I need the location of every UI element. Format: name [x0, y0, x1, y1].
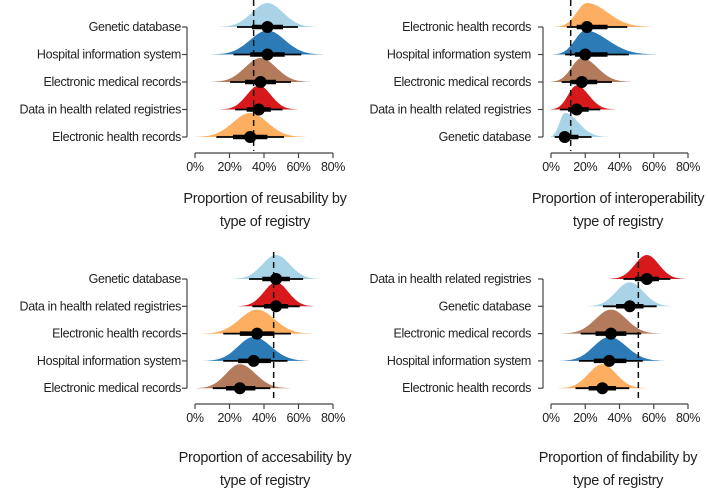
category-label: Electronic medical records	[394, 327, 532, 341]
x-tick-label: 20%	[573, 160, 597, 174]
density-4	[203, 336, 309, 361]
x-tick-label: 40%	[607, 160, 631, 174]
x-tick-label: 0%	[542, 160, 560, 174]
density-1	[608, 255, 686, 279]
panel-1: Genetic database Hospital information sys…	[20, 0, 348, 230]
category-label: Data in health related registries	[20, 299, 182, 313]
x-tick-label: 60%	[286, 411, 310, 425]
x-tick-label: 80%	[321, 160, 345, 174]
density-2	[212, 30, 323, 55]
point-estimate	[570, 103, 583, 116]
x-tick-label: 0%	[542, 411, 560, 425]
point-estimate	[261, 21, 274, 33]
point-estimate	[558, 131, 571, 143]
x-tick-label: 20%	[217, 160, 241, 174]
panel-3: Genetic database Data in health related r…	[20, 252, 353, 489]
category-label: Electronic health records	[402, 381, 531, 395]
x-tick-label: 40%	[252, 160, 276, 174]
category-label: Electronic medical records	[44, 75, 182, 89]
panel-title: Proportion of interoperability	[532, 191, 705, 207]
category-label: Hospital information system	[37, 354, 181, 368]
point-estimate	[254, 76, 267, 88]
point-estimate	[270, 300, 283, 313]
category-label: Genetic database	[439, 130, 532, 144]
point-estimate	[580, 21, 593, 33]
point-estimate	[596, 382, 609, 395]
density-2	[237, 282, 315, 307]
panel-title: Proportion of reusability by	[183, 191, 347, 207]
point-estimate	[603, 354, 616, 367]
category-label: Data in health related registries	[370, 103, 532, 117]
x-tick-label: 80%	[321, 411, 345, 425]
category-label: Genetic database	[89, 272, 182, 286]
density-1	[217, 3, 318, 27]
category-label: Electronic medical records	[44, 381, 182, 395]
point-estimate	[251, 327, 264, 340]
category-label: Electronic health records	[52, 130, 181, 144]
density-5	[195, 364, 290, 389]
x-tick-label: 0%	[186, 160, 204, 174]
x-tick-label: 60%	[642, 160, 666, 174]
x-tick-label: 80%	[676, 411, 700, 425]
x-tick-label: 40%	[252, 411, 276, 425]
x-tick-label: 60%	[286, 160, 310, 174]
density-5	[558, 364, 647, 389]
point-estimate	[575, 76, 588, 88]
category-label: Genetic database	[89, 20, 182, 34]
density-2	[585, 282, 674, 307]
panel-title: type of registry	[573, 473, 664, 489]
density-5	[551, 113, 609, 137]
panel-title: Proportion of findability by	[539, 450, 698, 466]
density-3	[551, 58, 632, 82]
category-label: Data in health related registries	[370, 272, 532, 286]
point-estimate	[640, 273, 653, 285]
panel-title: type of registry	[573, 214, 664, 230]
density-1	[554, 3, 653, 27]
x-tick-label: 20%	[217, 411, 241, 425]
point-estimate	[604, 327, 617, 340]
category-label: Electronic health records	[402, 20, 531, 34]
point-estimate	[579, 48, 592, 61]
point-estimate	[270, 273, 283, 285]
density-1	[231, 255, 321, 279]
category-label: Electronic health records	[52, 327, 181, 341]
density-3	[561, 309, 661, 334]
panel-title: type of registry	[220, 214, 311, 230]
point-estimate	[247, 354, 260, 367]
density-2	[552, 30, 657, 55]
point-estimate	[623, 300, 636, 313]
density-4	[220, 85, 298, 110]
density-3	[201, 309, 313, 334]
x-tick-label: 60%	[642, 411, 666, 425]
point-estimate	[252, 103, 265, 116]
category-label: Hospital information system	[387, 354, 531, 368]
x-tick-label: 20%	[573, 411, 597, 425]
density-4	[559, 336, 665, 361]
density-3	[210, 58, 311, 82]
category-label: Hospital information system	[387, 48, 531, 62]
panel-title: type of registry	[220, 473, 311, 489]
panel-title: Proportion of accesability by	[179, 450, 353, 466]
panel-4: Data in health related registries Genetic…	[370, 252, 701, 489]
x-tick-label: 80%	[676, 160, 700, 174]
category-label: Genetic database	[439, 299, 532, 313]
category-label: Electronic medical records	[394, 75, 532, 89]
x-tick-label: 0%	[186, 411, 204, 425]
panel-2: Electronic health records Hospital inform…	[370, 0, 706, 230]
point-estimate	[233, 382, 246, 395]
x-tick-label: 40%	[607, 411, 631, 425]
point-estimate	[261, 48, 274, 61]
point-estimate	[244, 131, 257, 143]
category-label: Data in health related registries	[20, 103, 182, 117]
density-5	[195, 113, 306, 137]
category-label: Hospital information system	[37, 48, 181, 62]
density-4	[551, 85, 616, 110]
